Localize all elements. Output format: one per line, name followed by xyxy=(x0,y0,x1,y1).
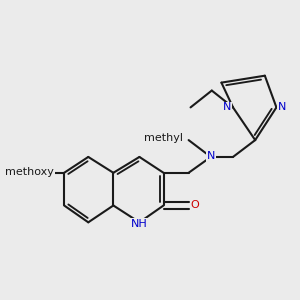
Text: N: N xyxy=(223,102,232,112)
Text: methoxy: methoxy xyxy=(5,167,54,177)
Text: O: O xyxy=(190,200,200,211)
Text: O: O xyxy=(36,167,44,177)
Text: N: N xyxy=(207,151,215,161)
Text: N: N xyxy=(278,102,286,112)
Text: methyl: methyl xyxy=(144,133,183,143)
Text: NH: NH xyxy=(131,219,148,229)
